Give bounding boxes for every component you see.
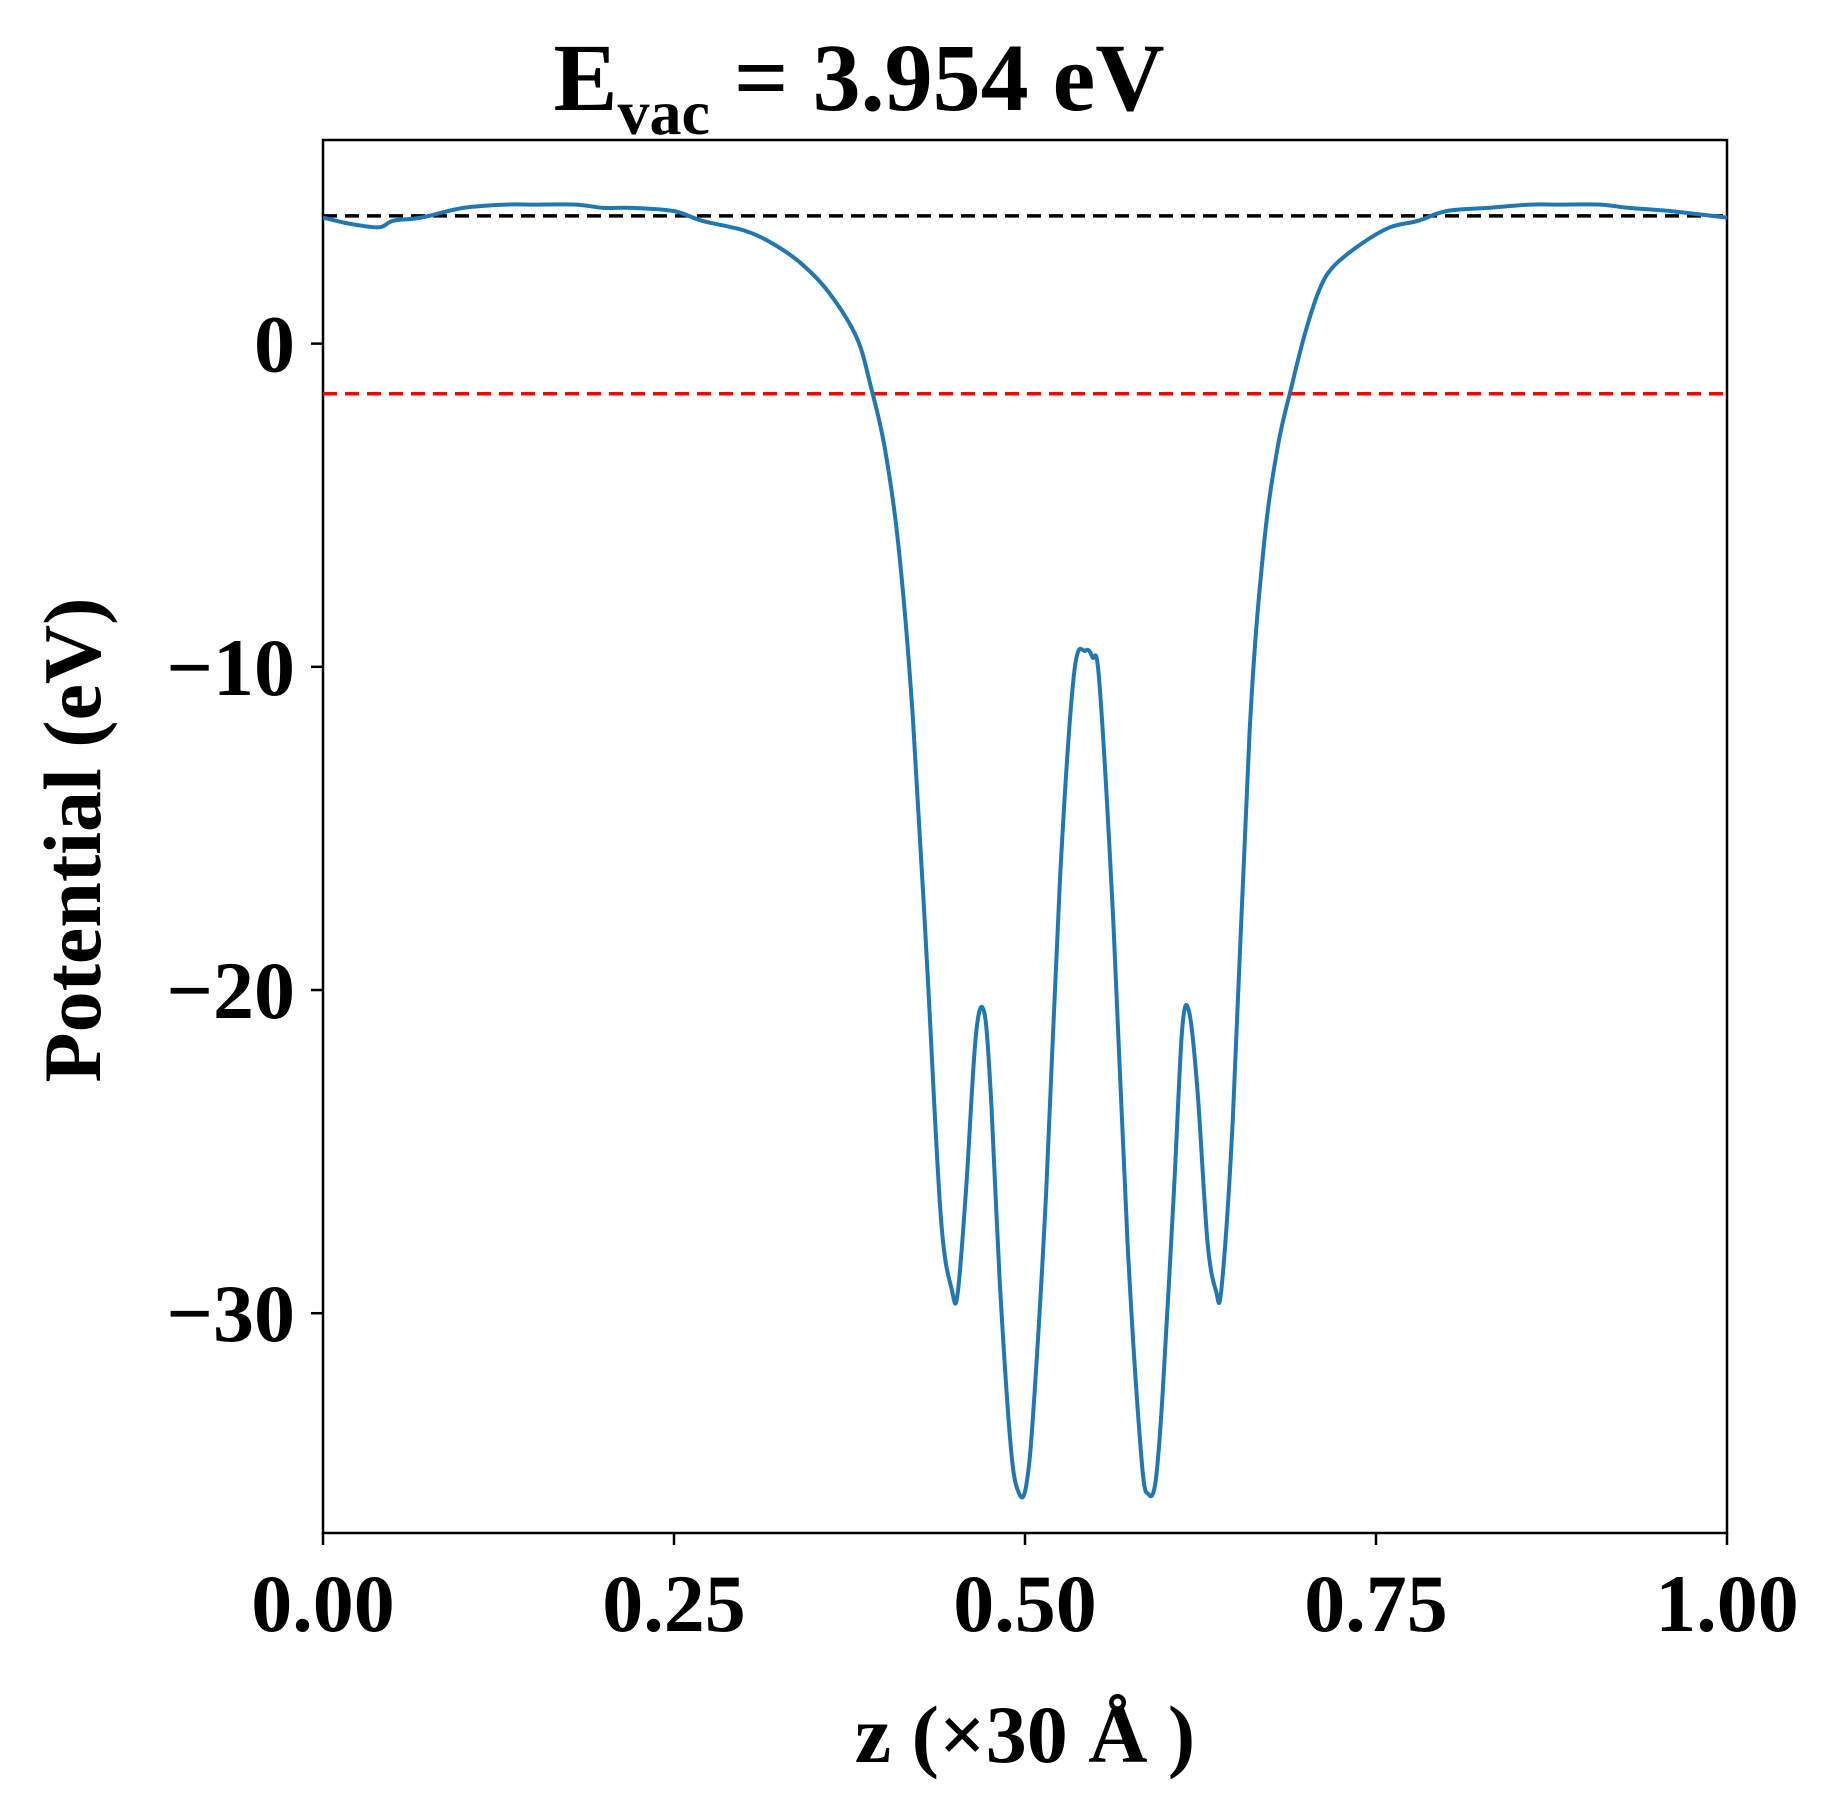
x-tick-label: 0.00	[251, 1558, 395, 1649]
title-rest: = 3.954 eV	[710, 24, 1165, 131]
potential-line	[323, 202, 1727, 1500]
x-axis-ticks: 0.00 0.25 0.50 0.75 1.00	[251, 1533, 1799, 1649]
x-tick-label: 1.00	[1655, 1558, 1799, 1649]
reference-lines	[323, 214, 1727, 396]
y-axis-label: Potential (eV)	[27, 598, 118, 1083]
title-subscript: vac	[617, 77, 709, 148]
x-tick-label: 0.75	[1304, 1558, 1448, 1649]
x-axis-label: z (×30 Å )	[855, 1689, 1195, 1780]
x-tick-label: 0.50	[953, 1558, 1097, 1649]
series-layer	[323, 202, 1727, 1500]
y-tick-label: −30	[166, 1268, 295, 1359]
chart-title: Evac = 3.954 eV	[553, 24, 1164, 148]
y-tick-label: −20	[166, 945, 295, 1036]
y-tick-label: −10	[166, 622, 295, 713]
title-main: E	[553, 24, 617, 131]
y-tick-label: 0	[254, 299, 295, 390]
y-axis-ticks: 0 −10 −20 −30	[166, 299, 323, 1359]
x-tick-label: 0.25	[602, 1558, 746, 1649]
plot-area	[321, 138, 1729, 1535]
